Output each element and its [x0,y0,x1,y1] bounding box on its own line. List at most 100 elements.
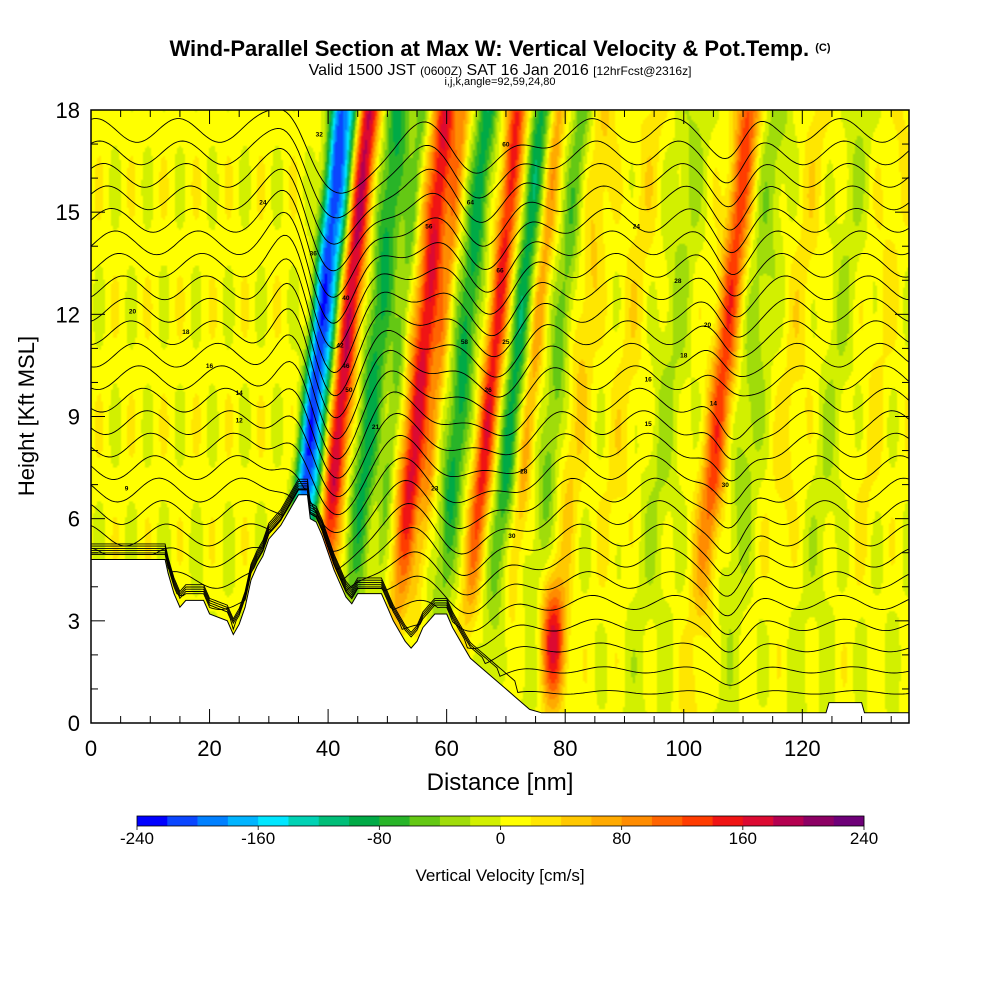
x-tick-label: 0 [85,736,97,761]
colorbar-segment [561,816,592,826]
theta-contour [91,477,909,552]
colorbar-segment [137,816,168,826]
y-axis-tick-labels: 0 3 6 9 12 15 18 [56,98,80,736]
colorbar-segment [349,816,380,826]
theta-contour-label: 15 [645,421,653,428]
theta-contour-label: 28 [674,278,682,285]
y-tick-label: 18 [56,98,80,123]
theta-contour [91,487,909,635]
colorbar-segment [439,816,471,826]
svg-text:21: 21 [372,424,380,431]
theta-contour-label: 60 [502,142,510,149]
colorbar-segment [258,816,289,826]
theta-contour [91,480,909,686]
potential-temperature-contours [91,110,909,702]
svg-text:24: 24 [259,199,267,206]
theta-contour-label: 21 [372,424,380,431]
theta-contour [91,483,909,670]
theta-contour-label: 20 [704,322,712,329]
theta-contour [91,234,909,349]
theta-contour-label: 24 [633,223,641,230]
y-tick-label: 9 [68,405,80,430]
colorbar-segment [530,816,562,826]
theta-contour-label: 66 [496,268,504,275]
axis-ticks [90,109,909,724]
svg-text:28: 28 [520,468,528,475]
theta-contour-label: 32 [316,131,324,138]
theta-contour [91,361,909,460]
svg-text:25: 25 [502,339,510,346]
colorbar-tick-label: 80 [612,829,631,848]
svg-text:23: 23 [431,486,439,493]
y-tick-label: 12 [56,302,80,327]
svg-text:56: 56 [425,223,433,230]
theta-contour [91,308,909,419]
x-axis-tick-labels: 0 20 40 60 80 100 120 [85,736,821,761]
x-tick-label: 100 [665,736,702,761]
theta-contour [91,489,909,617]
svg-text:24: 24 [633,223,641,230]
colorbar-segment [379,816,410,826]
theta-contour-label: 28 [520,468,528,475]
colorbar-label: Vertical Velocity [cm/s] [415,866,584,885]
x-tick-label: 80 [553,736,577,761]
colorbar-segment [682,816,713,826]
terrain-mask [91,494,909,723]
x-tick-label: 60 [434,736,458,761]
colorbar-tick-label: -160 [241,829,275,848]
theta-contour-label: 16 [645,377,653,384]
utc-time: (0600Z) [420,64,463,78]
theta-contour-label: 26 [485,387,493,394]
colorbar-segment [318,816,350,826]
theta-contour-label: 50 [345,387,353,394]
svg-text:18: 18 [680,353,688,360]
y-tick-label: 3 [68,609,80,634]
svg-text:15: 15 [645,421,653,428]
colorbar-segment [288,816,320,826]
svg-text:60: 60 [502,142,510,149]
colorbar [136,815,865,830]
svg-text:28: 28 [674,278,682,285]
theta-contour [91,334,909,440]
theta-contour [91,168,909,272]
svg-text:12: 12 [236,417,244,424]
copyright-mark: (C) [815,42,831,54]
theta-contour-label: 24 [259,199,267,206]
colorbar-tick-label: -80 [367,829,392,848]
theta-contour [91,489,909,597]
theta-contour [91,489,909,581]
svg-text:30: 30 [722,482,730,489]
colorbar-segment [742,816,774,826]
colorbar-tick-label: 240 [850,829,878,848]
x-axis-label: Distance [nm] [427,769,574,796]
theta-contour-label: 46 [342,363,350,370]
theta-contour-label: 36 [310,251,318,258]
theta-contour [91,410,909,498]
colorbar-segment [651,816,683,826]
colorbar-segment [227,816,259,826]
colorbar-tick-label: 0 [496,829,505,848]
theta-contour [91,258,909,374]
theta-contour [91,432,909,516]
colorbar-segment [591,816,622,826]
svg-text:14: 14 [710,400,718,407]
theta-contour-label: 14 [236,390,244,397]
theta-contour-label: 56 [425,223,433,230]
svg-text:46: 46 [342,363,350,370]
theta-contour [91,190,909,298]
theta-contour-label: 16 [206,363,214,370]
theta-contour-label: 64 [467,199,475,206]
svg-text:9: 9 [125,486,129,493]
colorbar-tick-labels: -240 -160 -80 0 80 160 240 [120,829,878,848]
theta-contour-label: 20 [129,308,137,315]
svg-text:20: 20 [704,322,712,329]
theta-contour [91,387,909,479]
theta-contour [91,148,909,245]
theta-contour-label: 12 [236,417,244,424]
svg-text:14: 14 [236,390,244,397]
theta-contour-label: 40 [342,295,350,302]
x-tick-label: 120 [784,736,821,761]
x-tick-label: 20 [197,736,221,761]
colorbar-segment [621,816,653,826]
